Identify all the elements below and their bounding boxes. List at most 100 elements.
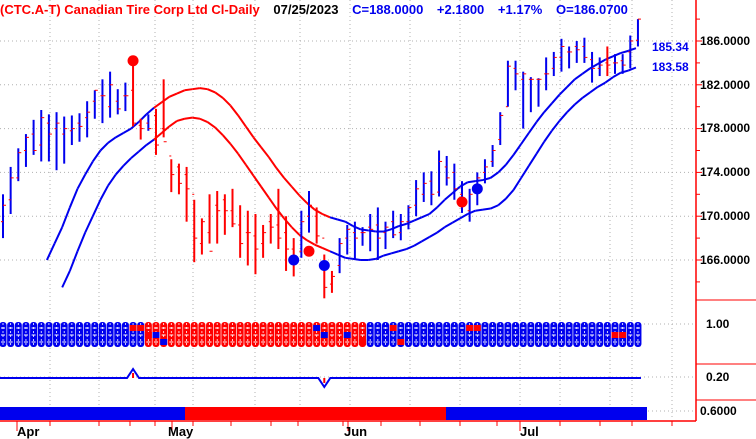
- upper-band-line: [428, 206, 438, 215]
- lower-band-line: [244, 164, 255, 177]
- lower-band-line: [520, 165, 530, 179]
- lower-band-line: [290, 226, 301, 236]
- lower-band-line: [314, 243, 323, 249]
- change-pct-value: +1.17%: [497, 2, 543, 17]
- upper-band-line: [497, 164, 507, 174]
- upper-band-line: [184, 88, 193, 92]
- y-tick-label: 178.0000: [700, 121, 751, 135]
- lower-band-line: [604, 76, 614, 84]
- lower-band-line: [91, 199, 102, 217]
- lower-band-line: [168, 120, 178, 128]
- lower-band-line: [390, 250, 400, 255]
- upper-band-line: [337, 218, 346, 223]
- lower-band-line: [535, 141, 545, 155]
- lower-band-line: [551, 120, 561, 132]
- change-value: +2.1800: [436, 2, 485, 17]
- upper-band-line: [222, 97, 232, 107]
- upper-band-line: [329, 216, 338, 221]
- upper-band-line: [267, 156, 278, 169]
- x-label-may: May: [168, 424, 194, 439]
- close-value: C=188.0000: [352, 2, 424, 17]
- upper-band-line: [207, 88, 216, 94]
- dot-cell: [359, 339, 367, 345]
- lower-band-line: [130, 150, 140, 159]
- upper-band-line: [290, 185, 301, 197]
- dot-cell: [466, 325, 474, 331]
- upper-band-line: [115, 132, 124, 139]
- lower-band-line: [627, 66, 637, 72]
- upper-band-line: [581, 67, 591, 75]
- lower-band-line: [222, 134, 232, 145]
- upper-band-line: [76, 174, 87, 190]
- lower-band-line: [612, 71, 622, 79]
- lower-band-line: [475, 208, 484, 212]
- dot-cell: [144, 332, 152, 338]
- upper-band-line: [122, 127, 132, 134]
- lower-band-line: [406, 244, 415, 250]
- lower-band-line: [237, 153, 247, 166]
- lower-band-line: [345, 256, 354, 260]
- lower-band-line: [76, 232, 87, 252]
- lower-band-line: [490, 204, 499, 210]
- upper-band-line: [91, 149, 102, 163]
- symbol-name: (CTC.A-T) Canadian Tire Corp Ltd Cl-Dail…: [0, 2, 260, 17]
- upper-band-line: [68, 188, 79, 208]
- upper-band-line: [168, 92, 178, 98]
- signal-marker-dot: [127, 55, 139, 67]
- dot-cell: [313, 325, 321, 331]
- y-tick-label: 174.0000: [700, 165, 751, 179]
- regime-bar-segment: [185, 407, 446, 420]
- dot-cell: [611, 332, 619, 338]
- lower-band-line: [482, 207, 491, 211]
- upper-band-line: [298, 194, 308, 204]
- upper-band-label: 185.34: [652, 40, 689, 54]
- lower-band-line: [206, 121, 216, 129]
- lower-band-line: [61, 270, 71, 288]
- dots-panel-label: 1.00: [706, 317, 730, 331]
- signal-marker-dot: [318, 259, 330, 271]
- upper-band-line: [145, 107, 155, 116]
- upper-band-line: [520, 132, 530, 145]
- lower-band-line: [306, 239, 316, 246]
- upper-band-line: [574, 73, 583, 81]
- upper-band-line: [260, 146, 270, 158]
- lower-band-line: [114, 165, 125, 176]
- lower-band-line: [436, 226, 446, 234]
- upper-band-line: [283, 177, 293, 188]
- dot-cell: [397, 339, 405, 345]
- dot-cell: [619, 332, 627, 338]
- signal-marker-dot: [456, 196, 468, 208]
- dot-cell: [152, 332, 160, 338]
- lower-band-line: [558, 111, 568, 122]
- signal-marker-dot: [471, 183, 483, 195]
- upper-band-line: [229, 104, 239, 117]
- chart-header: (CTC.A-T) Canadian Tire Corp Ltd Cl-Dail…: [0, 2, 638, 18]
- dot-cell: [389, 325, 397, 331]
- lower-band-line: [267, 197, 278, 210]
- lower-band-line: [214, 126, 224, 136]
- upper-band-line: [558, 86, 568, 96]
- line-panel-label: 0.20: [706, 370, 730, 384]
- upper-band-line: [45, 243, 56, 261]
- upper-band-line: [620, 49, 629, 55]
- upper-band-line: [84, 160, 94, 176]
- lower-band-line: [383, 252, 392, 257]
- upper-band-line: [252, 136, 262, 148]
- upper-band-line: [99, 142, 109, 152]
- upper-band-line: [543, 102, 553, 113]
- lower-band-line: [528, 153, 538, 167]
- lower-band-line: [428, 231, 438, 238]
- lower-band-line: [589, 86, 599, 94]
- lower-band-line: [329, 250, 338, 256]
- upper-band-line: [490, 171, 499, 179]
- upper-band-line: [566, 78, 576, 88]
- upper-band-line: [321, 213, 331, 219]
- upper-band-line: [551, 93, 561, 105]
- lower-band-line: [451, 217, 461, 224]
- upper-band-line: [467, 180, 476, 184]
- upper-band-line: [176, 89, 185, 95]
- x-label-jun: Jun: [344, 424, 368, 439]
- dot-cell: [129, 325, 137, 331]
- lower-band-line: [444, 221, 453, 229]
